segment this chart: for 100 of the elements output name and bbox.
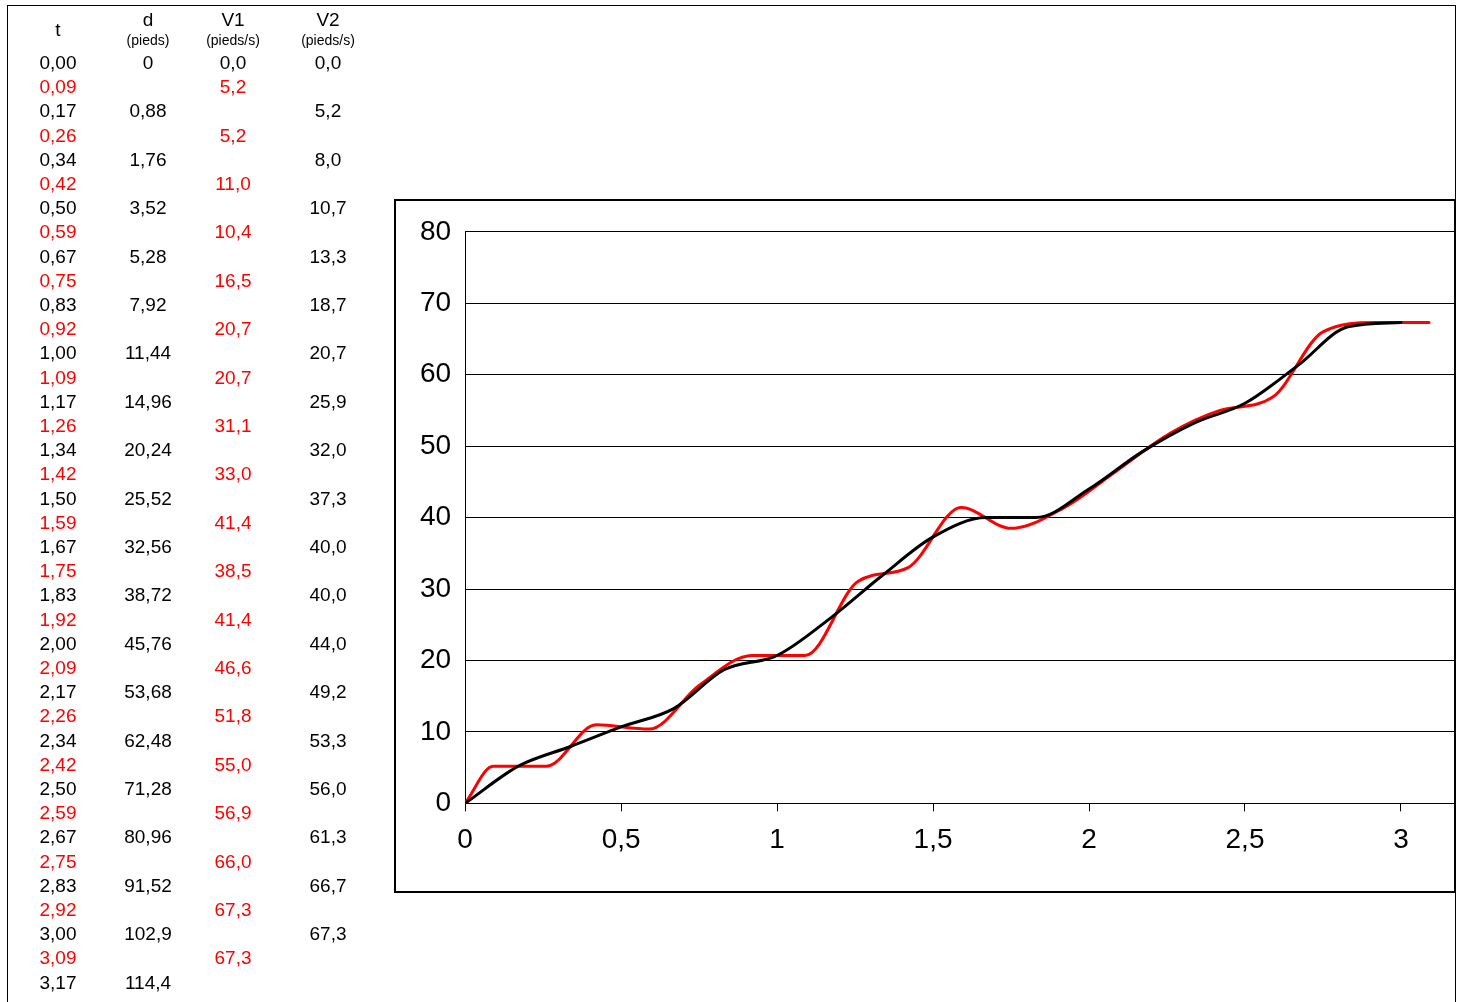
text: 1,17	[39, 390, 77, 412]
text: 2,26	[39, 704, 77, 726]
y-tick-label: 0	[435, 786, 452, 818]
text: 5,2	[314, 99, 342, 121]
text: 51,8	[214, 704, 252, 726]
text: 8,0	[314, 148, 342, 170]
text: 56,9	[214, 801, 252, 823]
text: 20,7	[309, 341, 347, 363]
text: 18,7	[309, 293, 347, 315]
text: 1,34	[39, 438, 77, 460]
text: 41,4	[214, 511, 252, 533]
x-tick-label: 0	[457, 822, 473, 854]
text: 3,00	[39, 922, 77, 944]
text: 5,28	[129, 245, 167, 267]
text: 1,50	[39, 487, 77, 509]
text: 0,75	[39, 269, 77, 291]
text: 11,0	[215, 172, 251, 194]
y-tick-label: 10	[419, 714, 452, 746]
y-tick-label: 80	[419, 214, 452, 246]
text: 91,52	[124, 874, 172, 896]
text: 0,88	[129, 99, 167, 121]
text: 0,0	[219, 51, 247, 73]
x-tick-label: 2	[1081, 822, 1097, 854]
text: 0,26	[39, 124, 77, 146]
text: 3,17	[39, 971, 77, 993]
text: 2,50	[39, 777, 77, 799]
text: 53,3	[309, 729, 347, 751]
text: 0,67	[39, 245, 77, 267]
text: 5,2	[219, 124, 247, 146]
text: 14,96	[124, 390, 172, 412]
text: 2,83	[39, 874, 77, 896]
text: 2,92	[39, 898, 77, 920]
text: 1,09	[39, 366, 77, 388]
text: 71,28	[124, 777, 172, 799]
text: 38,72	[124, 583, 172, 605]
text: 2,75	[39, 850, 77, 872]
text: 40,0	[309, 583, 347, 605]
text: 0,00	[39, 51, 77, 73]
text: 61,3	[309, 825, 347, 847]
text: 10,4	[214, 220, 252, 242]
text: 0,50	[39, 196, 77, 218]
text: 0,83	[39, 293, 77, 315]
y-tick-label: 20	[419, 643, 452, 675]
text: 1,83	[39, 583, 77, 605]
text: 5,2	[219, 75, 247, 97]
text: 114,4	[124, 971, 172, 993]
y-tick-label: 70	[419, 285, 452, 317]
y-tick-label: 50	[419, 428, 452, 460]
text: 25,9	[309, 390, 347, 412]
text: 40,0	[309, 535, 347, 557]
text: 13,3	[309, 245, 347, 267]
text: 44,0	[309, 632, 347, 654]
text: 0	[142, 51, 154, 73]
text: 7,92	[129, 293, 167, 315]
text: 37,3	[309, 487, 347, 509]
category-label: d (pieds)	[126, 9, 170, 48]
x-tick-label: 3	[1393, 822, 1409, 854]
text: 32,0	[309, 438, 347, 460]
text: 25,52	[124, 487, 172, 509]
text: 2,59	[39, 801, 77, 823]
text: 55,0	[214, 753, 252, 775]
text: 10,7	[309, 196, 347, 218]
text: 0,17	[39, 99, 77, 121]
text: 62,48	[124, 729, 172, 751]
text: 0,34	[39, 148, 77, 170]
text: 11,44	[124, 341, 172, 363]
text: 20,24	[124, 438, 172, 460]
text: 66,0	[214, 850, 252, 872]
text: 41,4	[214, 608, 252, 630]
text: 20,7	[214, 366, 252, 388]
text: 1,67	[39, 535, 77, 557]
text: 0,59	[39, 220, 77, 242]
text: 102,9	[124, 922, 172, 944]
x-tick-label: 0,5	[601, 822, 641, 854]
y-tick-label: 60	[419, 357, 452, 389]
text: 2,34	[39, 729, 77, 751]
y-tick-label: 40	[419, 500, 452, 532]
text: 0,0	[314, 51, 342, 73]
text: 67,3	[214, 898, 252, 920]
category-label: V1 (pieds/s)	[206, 9, 260, 48]
text: 0,42	[39, 172, 77, 194]
x-tick-label: 1,5	[913, 822, 953, 854]
text: 66,7	[309, 874, 347, 896]
text: 67,3	[309, 922, 347, 944]
text: 3,52	[129, 196, 167, 218]
text: 49,2	[309, 680, 347, 702]
text: 2,67	[39, 825, 77, 847]
text: 45,76	[124, 632, 172, 654]
text: 1,92	[39, 608, 77, 630]
text: 80,96	[124, 825, 172, 847]
text: 1,26	[39, 414, 77, 436]
text: 67,3	[214, 946, 252, 968]
category-label: t	[55, 19, 61, 40]
text: 0,09	[39, 75, 77, 97]
text: 2,00	[39, 632, 77, 654]
text: 1,59	[39, 511, 77, 533]
text: 2,09	[39, 656, 77, 678]
text: 3,09	[39, 946, 77, 968]
text: 56,0	[309, 777, 347, 799]
text: 1,00	[39, 341, 77, 363]
